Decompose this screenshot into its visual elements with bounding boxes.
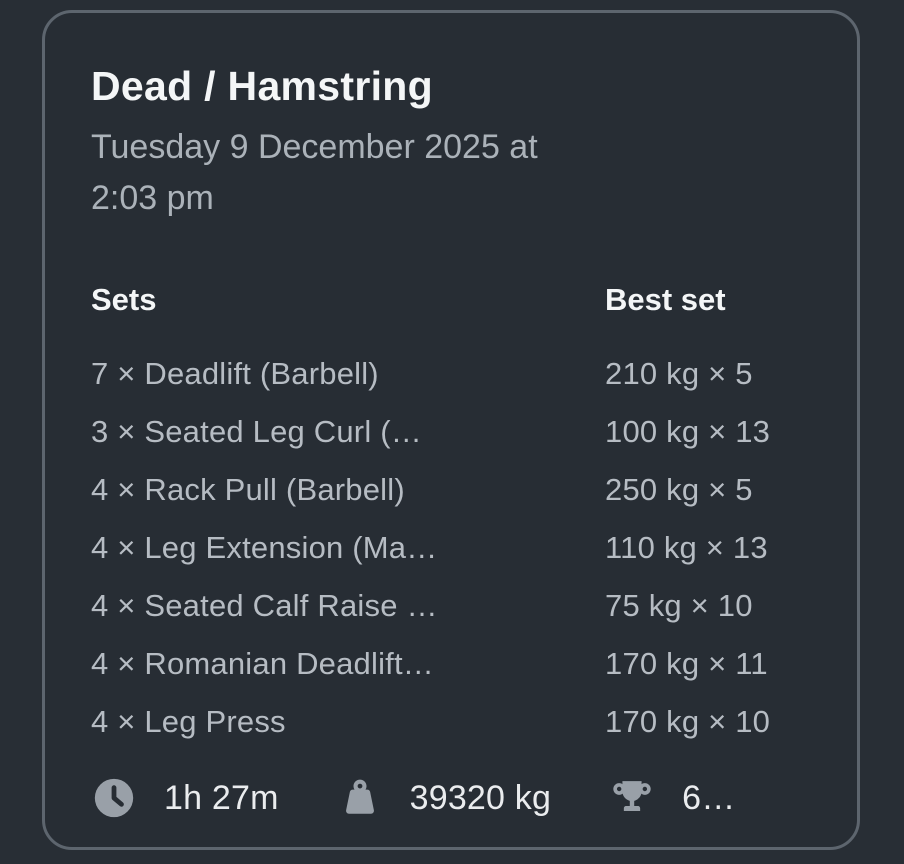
volume-stat: 39320 kg: [337, 775, 552, 821]
workout-title: Dead / Hamstring: [91, 63, 433, 109]
exercise-row: 4 × Romanian Deadlift… 170 kg × 11: [91, 635, 813, 693]
best-set-value: 100 kg × 13: [605, 414, 771, 450]
workout-datetime-line1: Tuesday 9 December 2025 at: [91, 128, 538, 167]
best-set-value: 170 kg × 10: [605, 704, 771, 740]
exercise-row: 4 × Seated Calf Raise … 75 kg × 10: [91, 577, 813, 635]
records-stat: 6…: [609, 775, 735, 821]
exercise-label: 4 × Seated Calf Raise …: [91, 588, 438, 624]
records-value: 6…: [682, 778, 736, 817]
best-set-column-header: Best set: [605, 282, 726, 318]
exercise-table-body: 7 × Deadlift (Barbell) 210 kg × 5 3 × Se…: [91, 345, 813, 751]
workout-card[interactable]: Dead / Hamstring Tuesday 9 December 2025…: [42, 10, 860, 850]
exercise-row: 4 × Rack Pull (Barbell) 250 kg × 5: [91, 461, 813, 519]
exercise-row: 4 × Leg Extension (Ma… 110 kg × 13: [91, 519, 813, 577]
exercise-label: 4 × Leg Press: [91, 704, 286, 740]
exercise-table: Sets Best set 7 × Deadlift (Barbell) 210…: [91, 281, 813, 751]
exercise-label: 3 × Seated Leg Curl (…: [91, 414, 422, 450]
sets-column-header: Sets: [91, 282, 157, 318]
stats-footer: 1h 27m 39320 kg 6…: [91, 775, 813, 823]
exercise-label: 4 × Romanian Deadlift…: [91, 646, 434, 682]
best-set-value: 170 kg × 11: [605, 646, 768, 682]
exercise-label: 4 × Rack Pull (Barbell): [91, 472, 405, 508]
best-set-value: 110 kg × 13: [605, 530, 768, 566]
trophy-icon: [609, 775, 655, 821]
exercise-row: 7 × Deadlift (Barbell) 210 kg × 5: [91, 345, 813, 403]
duration-stat: 1h 27m: [91, 775, 279, 821]
duration-value: 1h 27m: [164, 778, 279, 817]
exercise-table-header: Sets Best set: [91, 281, 813, 319]
exercise-row: 3 × Seated Leg Curl (… 100 kg × 13: [91, 403, 813, 461]
best-set-value: 210 kg × 5: [605, 356, 753, 392]
workout-datetime: Tuesday 9 December 2025 at 2:03 pm: [91, 122, 813, 224]
best-set-value: 75 kg × 10: [605, 588, 753, 624]
weight-icon: [337, 775, 383, 821]
workout-datetime-line2: 2:03 pm: [91, 179, 214, 218]
exercise-label: 4 × Leg Extension (Ma…: [91, 530, 438, 566]
best-set-value: 250 kg × 5: [605, 472, 753, 508]
exercise-row: 4 × Leg Press 170 kg × 10: [91, 693, 813, 751]
exercise-label: 7 × Deadlift (Barbell): [91, 356, 379, 392]
volume-value: 39320 kg: [409, 778, 552, 817]
clock-icon: [91, 775, 137, 821]
